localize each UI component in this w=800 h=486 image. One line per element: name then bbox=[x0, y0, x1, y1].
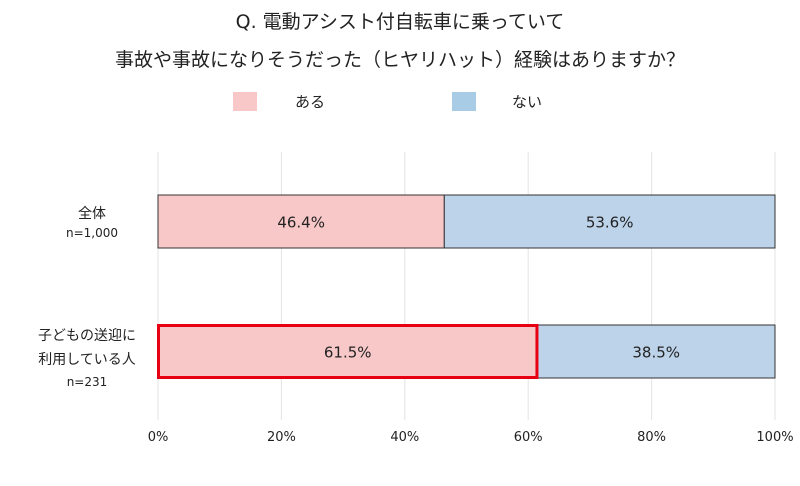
legend-swatch-nai bbox=[452, 92, 476, 111]
bar-segment bbox=[157, 194, 445, 249]
x-tick-label: 100% bbox=[756, 430, 793, 445]
x-tick-label: 80% bbox=[637, 430, 666, 445]
x-axis-ticks: 0% 20% 40% 60% 80% 100% bbox=[148, 430, 794, 445]
category-n-sougei: n=231 bbox=[67, 375, 108, 389]
legend-label-nai: ない bbox=[512, 93, 542, 111]
category-label-sougei-line-2: 利用している人 bbox=[38, 352, 136, 368]
x-tick-label: 0% bbox=[148, 430, 169, 445]
category-n-zentai: n=1,000 bbox=[66, 226, 118, 240]
legend: ある ない bbox=[233, 92, 542, 111]
bar-segment bbox=[536, 324, 776, 379]
data-label: 53.6% bbox=[586, 214, 634, 232]
x-tick-label: 40% bbox=[390, 430, 419, 445]
category-label-sougei-line-1: 子どもの送迎に bbox=[38, 328, 136, 344]
x-tick-label: 20% bbox=[267, 430, 296, 445]
data-label: 38.5% bbox=[632, 344, 680, 362]
data-label: 46.4% bbox=[277, 214, 325, 232]
chart-title-line-1: Q. 電動アシスト付自転車に乗っていて bbox=[236, 11, 565, 33]
highlight-outline bbox=[157, 324, 539, 379]
chart-title-line-2: 事故や事故になりそうだった（ヒヤリハット）経験はありますか？ bbox=[115, 49, 685, 71]
category-label-zentai: 全体 bbox=[78, 205, 106, 222]
data-label: 61.5% bbox=[324, 344, 372, 362]
x-tick-label: 60% bbox=[514, 430, 543, 445]
legend-swatch-aru bbox=[233, 92, 257, 111]
legend-label-aru: ある bbox=[295, 93, 325, 111]
grid-lines bbox=[157, 152, 776, 420]
bar-segment bbox=[443, 194, 776, 249]
bars: 46.4% 53.6% 61.5% 38.5% bbox=[157, 194, 776, 379]
